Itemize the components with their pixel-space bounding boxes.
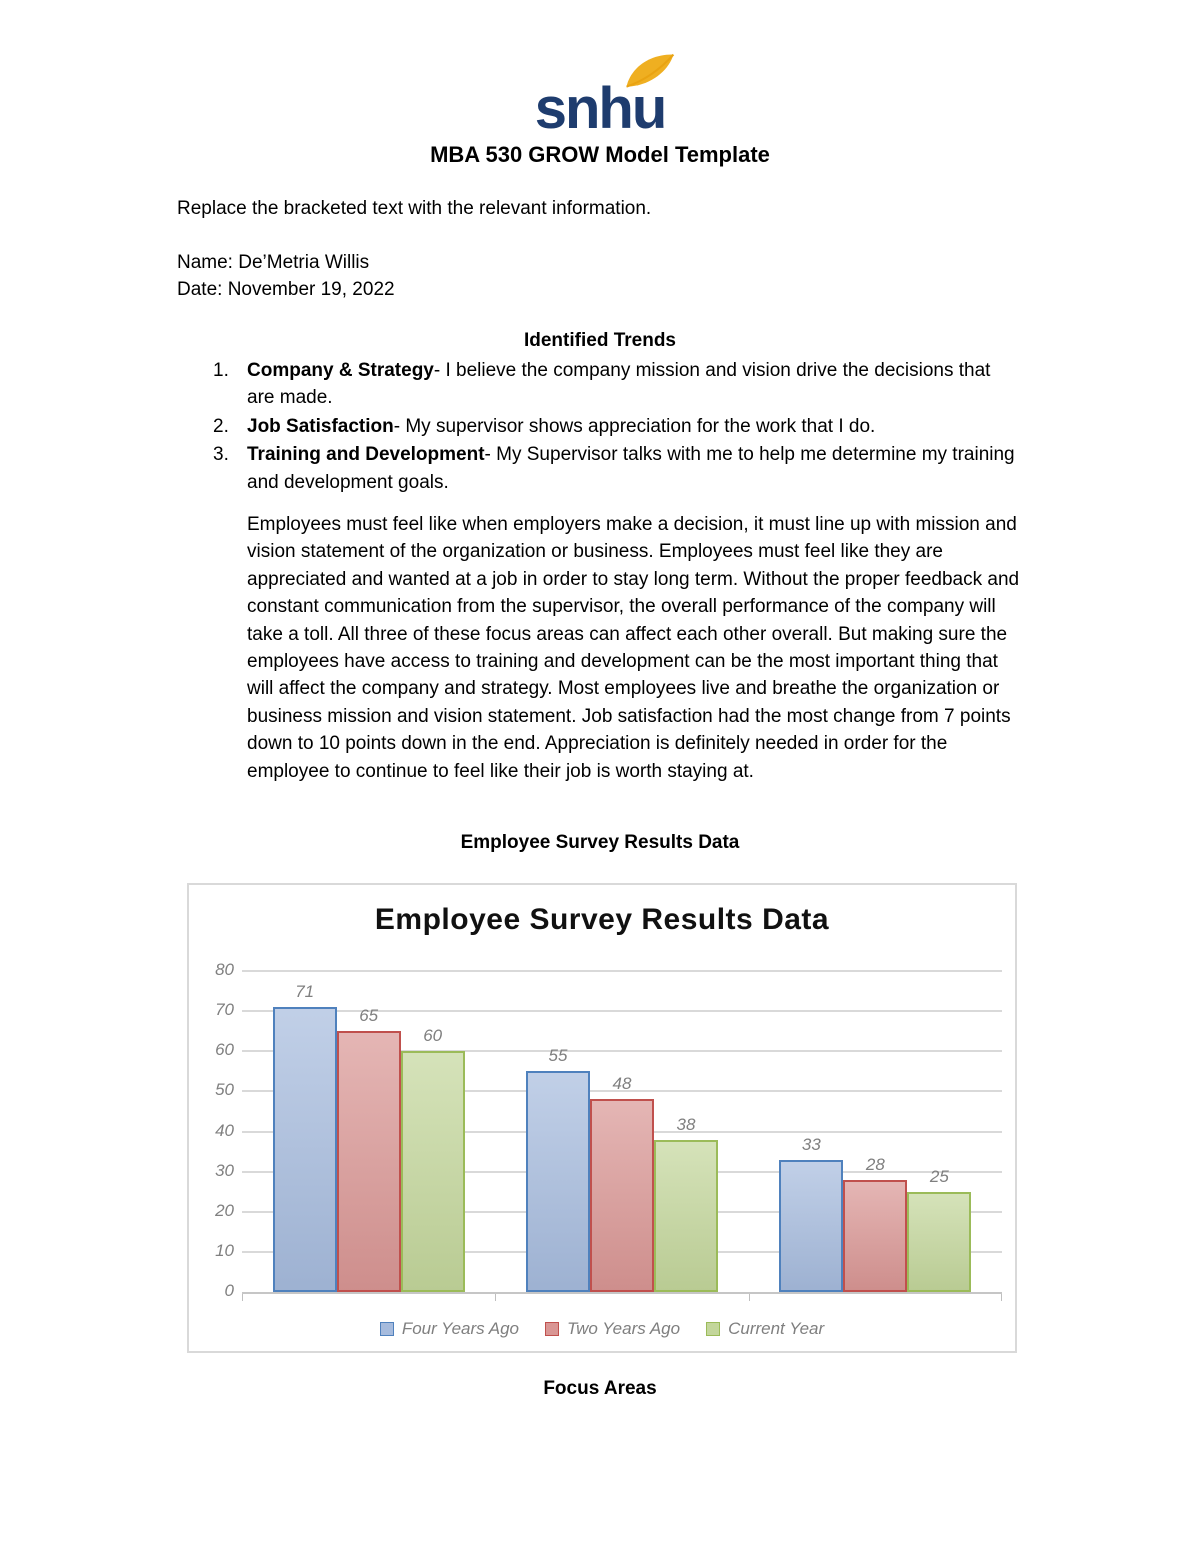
y-axis-tick-label: 20	[215, 1200, 234, 1220]
trend-detail: - My Supervisor talks with me to help me…	[247, 444, 1015, 493]
trend-lead: Training and Development	[247, 444, 485, 466]
chart-section-heading: Employee Survey Results Data	[460, 832, 740, 853]
trend-lead: Company & Strategy	[247, 360, 434, 381]
bar-value-label: 38	[676, 1114, 696, 1134]
y-axis-tick-label: 80	[215, 960, 234, 979]
y-axis-tick-label: 50	[215, 1080, 234, 1100]
y-axis-tick-label: 60	[215, 1040, 234, 1060]
trend-lead: Job Satisfaction	[247, 415, 394, 437]
y-axis-tick-label: 10	[215, 1240, 234, 1260]
bar-four-years-ago: 33	[779, 1135, 844, 1292]
trend-text: Job Satisfaction- My supervisor shows ap…	[247, 413, 1023, 440]
y-axis-tick-label: 40	[215, 1120, 234, 1140]
intro-text: Replace the bracketed text with the rele…	[177, 198, 652, 219]
trend-item-job-satisfaction: 2. Job Satisfaction- My supervisor shows…	[213, 413, 1023, 440]
bar-value-label: 60	[423, 1026, 443, 1046]
bar-two-years-ago: 65	[336, 1006, 401, 1292]
bar-value-label: 25	[929, 1166, 949, 1186]
bar-current-year: 25	[907, 1167, 972, 1292]
employee-survey-chart: Employee Survey Results Data 0 10 20 30 40 50…	[187, 883, 1017, 1353]
x-axis-tick	[1001, 1294, 1002, 1301]
legend-item-four-years-ago: Four Years Ago	[379, 1319, 519, 1339]
bar-value-label: 48	[612, 1074, 632, 1094]
x-axis-tick	[242, 1294, 243, 1301]
trends-heading: Identified Trends	[523, 330, 677, 351]
bar-four-years-ago: 55	[526, 1046, 590, 1292]
gridline	[242, 1050, 1002, 1053]
x-axis-tick	[748, 1294, 750, 1301]
date-line: Date: November 19, 2022	[177, 279, 395, 300]
trend-number: 2.	[213, 415, 229, 437]
bar-value-label: 71	[295, 982, 315, 1002]
trend-item-training-development: 3. Training and Development- My Supervis…	[213, 441, 1023, 496]
bar-current-year: 38	[654, 1115, 718, 1292]
page-title: MBA 530 GROW Model Template	[430, 142, 770, 167]
bar-current-year: 60	[400, 1026, 465, 1292]
y-axis-tick-label: 70	[215, 1000, 234, 1020]
bar-value-label: 28	[865, 1154, 885, 1174]
trend-detail: - I believe the company mission and visi…	[247, 360, 991, 409]
focus-areas-caption: Focus Areas	[543, 1378, 657, 1399]
bar-two-years-ago: 28	[843, 1155, 908, 1292]
trend-number: 1.	[213, 360, 229, 381]
bar-value-label: 65	[359, 1006, 379, 1026]
analysis-paragraph: Employees must feel like when employers …	[247, 514, 1020, 782]
legend-swatch-icon	[706, 1322, 721, 1336]
bar-four-years-ago: 71	[272, 982, 337, 1292]
legend-item-two-years-ago: Two Years Ago	[545, 1319, 680, 1339]
legend-swatch-icon	[545, 1322, 559, 1336]
snhu-logo: snhu	[534, 53, 675, 141]
header: snhu	[0, 53, 1200, 141]
trend-detail: - My supervisor shows appreciation for t…	[393, 415, 876, 437]
y-axis-tick-label: 0	[224, 1281, 234, 1300]
legend-label: Current Year	[728, 1319, 825, 1338]
bar-value-label: 33	[801, 1134, 821, 1154]
trend-text: Training and Development- My Supervisor …	[247, 441, 1023, 496]
name-line: Name: De’Metria Willis	[177, 252, 370, 273]
chart-legend: Four Years Ago Two Years Ago Current Year	[189, 1319, 1015, 1339]
bar-two-years-ago: 48	[590, 1074, 654, 1292]
gridline	[242, 1090, 1002, 1093]
trend-text: Company & Strategy- I believe the compan…	[247, 357, 1023, 412]
legend-item-current-year: Current Year	[706, 1319, 824, 1339]
chart-plot-area: 0 10 20 30 40 50 60 70 80 71 65 60 55 48 38 33 28 25	[215, 960, 1002, 1301]
bar-value-label: 55	[548, 1046, 568, 1066]
y-axis-tick-label: 30	[215, 1160, 234, 1180]
snhu-logo-text: snhu	[534, 76, 668, 141]
trend-item-company-strategy: 1. Company & Strategy- I believe the com…	[213, 357, 1023, 412]
trends-list: 1. Company & Strategy- I believe the com…	[213, 357, 1023, 497]
chart-title: Employee Survey Results Data	[374, 903, 830, 936]
legend-label: Two Years Ago	[567, 1319, 681, 1338]
gridline	[242, 1010, 1002, 1013]
legend-swatch-icon	[379, 1322, 394, 1336]
legend-label: Four Years Ago	[401, 1319, 519, 1338]
snhu-leaf-icon	[626, 53, 675, 88]
trend-number: 3.	[213, 444, 229, 466]
x-axis-tick	[495, 1294, 497, 1301]
gridline	[242, 970, 1002, 972]
